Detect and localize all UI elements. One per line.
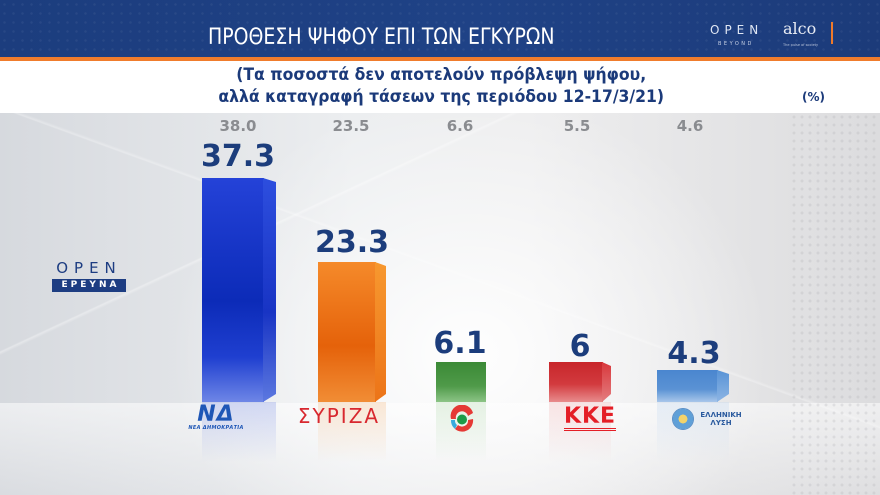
previous-value-syriza: 23.5 (332, 117, 370, 135)
unit-label: (%) (802, 90, 825, 104)
bar-front (657, 370, 718, 402)
kke-logo: ΚΚΕ (551, 402, 629, 434)
previous-value-kke: 5.5 (563, 117, 591, 135)
chart-subtitle: (Τα ποσοστά δεν αποτελούν πρόβλεψη ψήφου… (36, 64, 846, 108)
bar-reflection (549, 402, 611, 462)
bar-pasok (436, 362, 486, 462)
chart-stage (0, 113, 880, 495)
bar-side (717, 370, 729, 402)
elliniki-lysi-line-2: ΛΥΣΗ (710, 419, 732, 427)
kke-logo-mark: ΚΚΕ (563, 403, 617, 431)
bar-front (318, 262, 376, 402)
bar-reflection (657, 402, 729, 462)
elliniki-lysi-logo: ΕΛΛΗΝΙΚΗ ΛΥΣΗ (657, 406, 757, 432)
previous-value-pasok: 6.6 (446, 117, 474, 135)
compass-icon (672, 408, 695, 430)
accent-rule (0, 57, 880, 61)
subtitle-line-1: (Τα ποσοστά δεν αποτελούν πρόβλεψη ψήφου… (236, 65, 647, 85)
bar-side (375, 262, 386, 402)
header-pattern (0, 0, 880, 57)
bar-front (202, 178, 264, 402)
subtitle-line-2: αλλά καταγραφή τάσεων της περιόδου 12-17… (218, 87, 665, 107)
stage-floor (0, 403, 880, 495)
bar-front (549, 362, 603, 402)
current-value-elliniki-lysi: 4.3 (667, 336, 721, 371)
bar-kke (549, 362, 611, 462)
pasok-logo (440, 404, 484, 434)
current-value-syriza: 23.3 (314, 225, 390, 260)
elliniki-lysi-line-1: ΕΛΛΗΝΙΚΗ (700, 411, 742, 419)
open-wordmark: OPEN (56, 259, 122, 277)
pasok-sun-icon (450, 405, 474, 432)
bar-front (436, 362, 486, 402)
bar-nd (202, 178, 276, 462)
brand-divider (831, 22, 833, 44)
previous-value-nd: 38.0 (219, 117, 257, 135)
nd-logo-subtitle: ΝΕΑ ΔΗΜΟΚΡΑΤΙΑ (188, 425, 244, 431)
current-value-kke: 6 (569, 329, 591, 364)
bar-reflection (318, 402, 386, 462)
header-bar: ΠΡΟΘΕΣΗ ΨΗΦΟΥ ΕΠΙ ΤΩΝ ΕΓΚΥΡΩΝ OPEN BEYON… (0, 0, 880, 57)
bar-reflection (202, 402, 276, 462)
open-erevna-logo: OPEN ΕΡΕΥΝΑ (52, 260, 126, 292)
alco-logo: alco (783, 19, 817, 38)
bar-reflection (436, 402, 486, 462)
previous-value-elliniki-lysi: 4.6 (676, 117, 704, 135)
bar-side (263, 178, 276, 402)
bar-elliniki-lysi (657, 370, 729, 462)
chart-title: ΠΡΟΘΕΣΗ ΨΗΦΟΥ ΕΠΙ ΤΩΝ ΕΓΚΥΡΩΝ (208, 25, 555, 50)
nd-logo: ΝΔ ΝΕΑ ΔΗΜΟΚΡΑΤΙΑ (166, 404, 266, 432)
bar-side (602, 362, 611, 402)
subtitle-band (0, 61, 880, 113)
background-dots (790, 113, 880, 495)
open-beyond-logo: OPEN (710, 23, 764, 37)
open-beyond-tagline: BEYOND (718, 41, 754, 47)
nd-logo-mark: ΝΔ (197, 402, 235, 427)
elliniki-lysi-text: ΕΛΛΗΝΙΚΗ ΛΥΣΗ (700, 411, 741, 427)
alco-tagline: The pulse of society (783, 43, 819, 47)
erevna-tag: ΕΡΕΥΝΑ (52, 279, 126, 292)
syriza-logo: ΣΥΡΙΖΑ (297, 404, 381, 428)
bar-syriza (318, 262, 386, 462)
current-value-nd: 37.3 (200, 139, 276, 174)
current-value-pasok: 6.1 (433, 326, 487, 361)
